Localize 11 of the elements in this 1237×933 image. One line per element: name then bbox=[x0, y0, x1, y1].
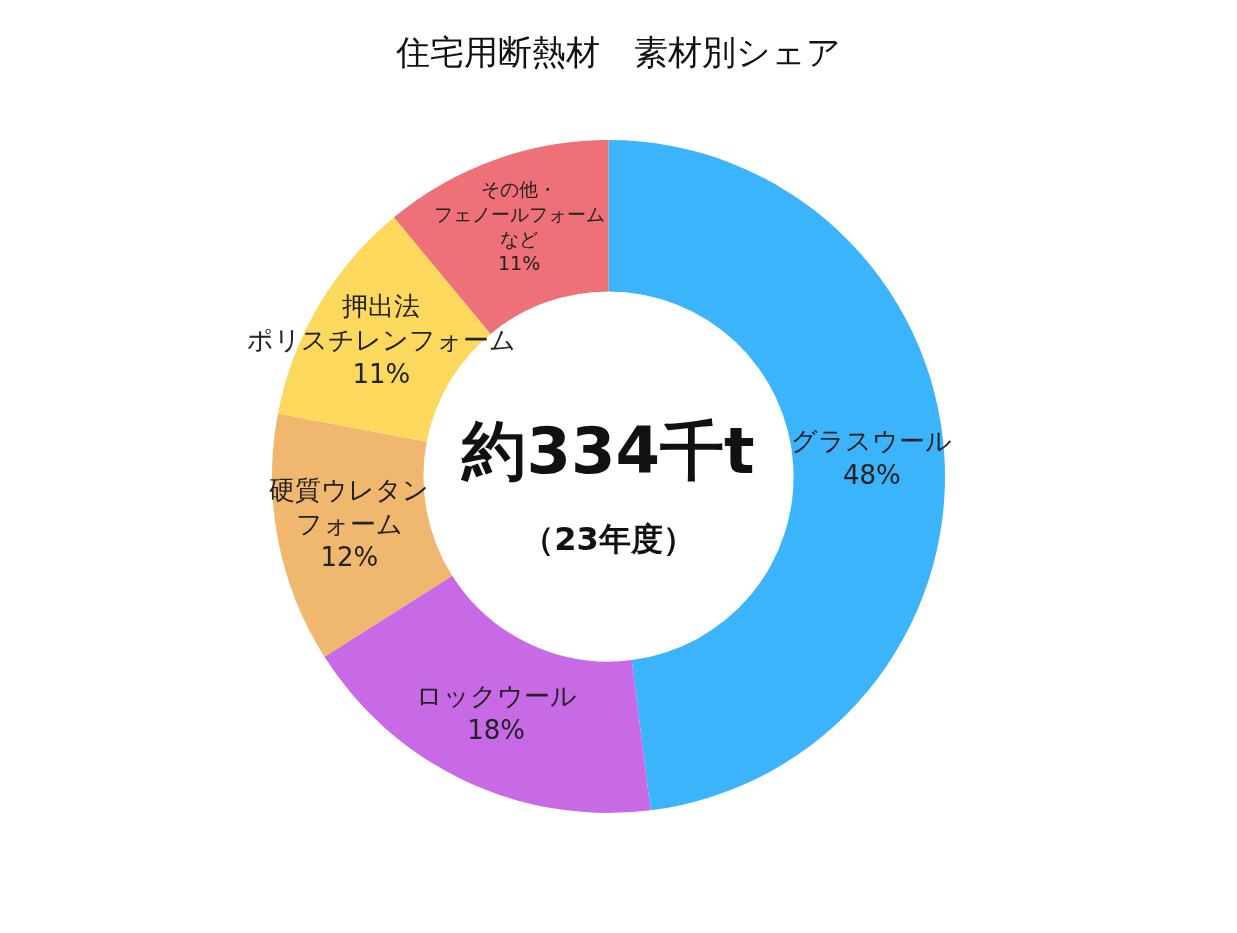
data-label: 11% bbox=[498, 252, 541, 275]
text: （23年度） bbox=[522, 519, 695, 558]
slice-label: その他・フェノールフォームなど bbox=[433, 178, 605, 250]
data-label: 48% bbox=[842, 459, 901, 490]
data-label: 18% bbox=[467, 714, 526, 745]
data-label: 12% bbox=[320, 542, 379, 573]
chart-title: 住宅用断熱材 素材別シェア bbox=[395, 31, 842, 74]
text: 約334千t bbox=[460, 414, 755, 489]
data-label: 11% bbox=[352, 358, 411, 389]
slice-label: ロックウール bbox=[415, 681, 577, 712]
slice-label: 押出法ポリスチレンフォーム bbox=[246, 291, 516, 355]
